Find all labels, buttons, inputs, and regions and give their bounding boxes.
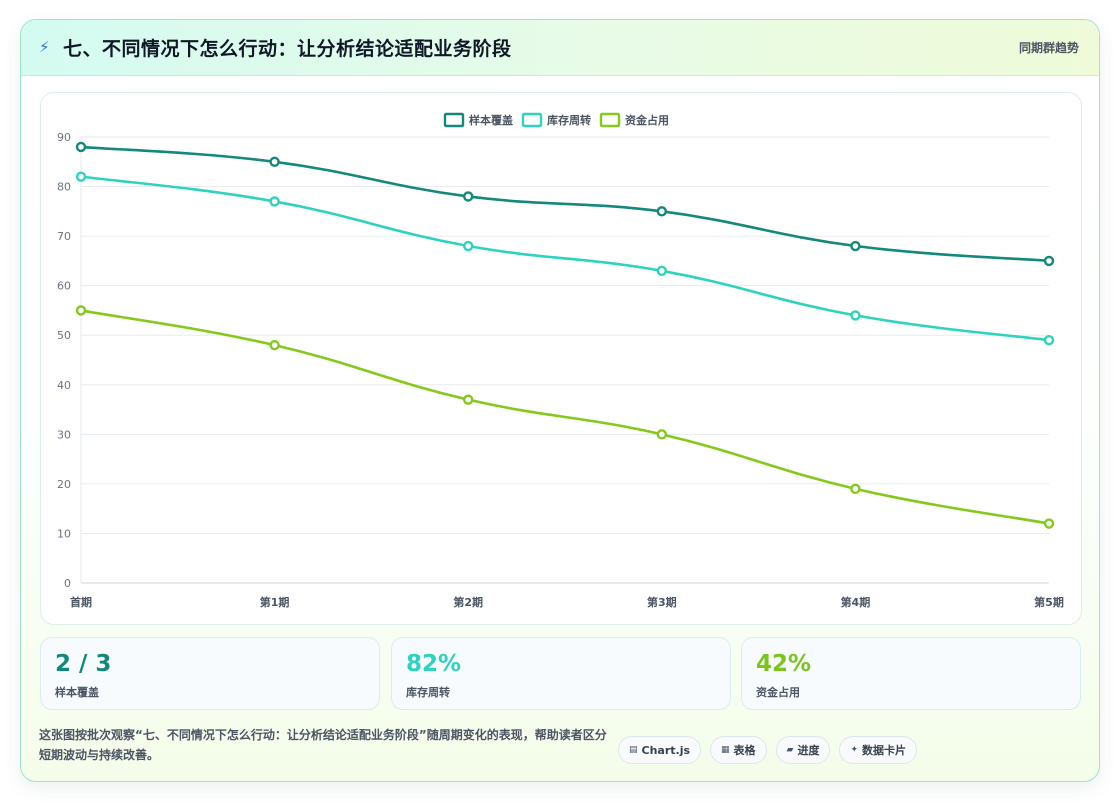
- data-point: [850, 310, 861, 321]
- data-point: [656, 265, 667, 277]
- y-tick-label: 70: [57, 230, 71, 243]
- data-point: [1043, 518, 1055, 529]
- data-point: [656, 206, 667, 217]
- y-tick-label: 0: [64, 577, 71, 590]
- data-point: [75, 171, 87, 182]
- stat-value: 42%: [756, 651, 812, 677]
- x-tick-label: 首期: [70, 595, 92, 609]
- legend-swatch-1: [521, 112, 543, 128]
- data-point: [269, 156, 280, 167]
- y-tick-label: 90: [57, 131, 71, 144]
- data-point: [75, 141, 87, 153]
- data-point: [1043, 334, 1055, 346]
- y-tick-label: 60: [57, 280, 71, 293]
- chip-label: 进度: [797, 744, 820, 757]
- x-tick-label: 第5期: [1034, 595, 1064, 609]
- stat-value: 82%: [406, 651, 462, 677]
- chip-label: Chart.js: [641, 743, 691, 757]
- stat-card-capital: 42% 资金占用: [741, 637, 1081, 710]
- chart-icon: ▤: [629, 745, 638, 755]
- data-point: [463, 240, 474, 252]
- y-tick-label: 40: [57, 379, 71, 392]
- data-point: [463, 191, 474, 202]
- data-point: [1043, 255, 1055, 267]
- cohort-trend-tag: 同期群趋势: [1018, 41, 1079, 55]
- y-tick-label: 50: [57, 329, 71, 342]
- stat-label: 样本覆盖: [55, 686, 99, 699]
- chip-progress[interactable]: ▰ 进度: [775, 736, 831, 764]
- legend-label: 样本覆盖: [469, 113, 513, 127]
- data-point: [463, 394, 474, 405]
- chart-card: ⚡ 七、不同情况下怎么行动：让分析结论适配业务阶段 同期群趋势 0 10 20 30 4…: [20, 19, 1100, 782]
- chip-label: 数据卡片: [862, 744, 907, 757]
- data-point: [269, 196, 280, 207]
- data-point: [75, 305, 87, 316]
- y-tick-label: 80: [57, 181, 71, 194]
- chart-panel: 0 10 20 30 40 50 60 70 80 90 首期 第1期 第2期 第3期 第4期 第5期 样本覆盖…: [40, 92, 1082, 625]
- y-tick-label: 20: [57, 478, 71, 491]
- stat-card-coverage: 2 / 3 样本覆盖: [40, 637, 380, 710]
- y-tick-label: 30: [57, 428, 71, 441]
- legend-swatch-2: [599, 112, 621, 128]
- line-chart: 0 10 20 30 40 50 60 70 80 90 首期 第1期 第2期 第3期 第4期 第5期 样本覆盖…: [57, 112, 1064, 609]
- x-tick-label: 第2期: [453, 595, 483, 609]
- data-point: [850, 240, 861, 252]
- page-title: 七、不同情况下怎么行动：让分析结论适配业务阶段: [63, 38, 512, 60]
- x-tick-label: 第3期: [647, 595, 677, 609]
- legend-label: 库存周转: [547, 113, 591, 127]
- series-line-1: [80, 175, 1050, 342]
- stat-label: 库存周转: [406, 686, 450, 699]
- tech-chips: ▤ Chart.js ▦ 表格 ▰ 进度 ✦ 数据卡片: [618, 736, 918, 764]
- chip-table[interactable]: ▦ 表格: [710, 736, 767, 764]
- card-icon: ✦: [850, 745, 859, 755]
- chip-label: 表格: [733, 744, 756, 757]
- table-icon: ▦: [721, 745, 730, 755]
- series-line-2: [80, 309, 1050, 525]
- chip-data-card[interactable]: ✦ 数据卡片: [839, 736, 918, 764]
- data-point: [850, 483, 861, 495]
- chip-chartjs[interactable]: ▤ Chart.js: [618, 736, 702, 764]
- stat-value: 2 / 3: [55, 651, 112, 677]
- data-point: [269, 339, 280, 351]
- card-header: ⚡ 七、不同情况下怎么行动：让分析结论适配业务阶段 同期群趋势: [21, 20, 1099, 76]
- progress-icon: ▰: [786, 745, 794, 755]
- legend-label: 资金占用: [625, 113, 669, 127]
- stat-card-turnover: 82% 库存周转: [391, 637, 731, 710]
- lightning-icon: ⚡: [39, 38, 50, 56]
- data-point: [656, 429, 667, 440]
- legend-swatch-0: [443, 112, 465, 128]
- x-tick-label: 第1期: [260, 595, 290, 609]
- chart-description: 这张图按批次观察“七、不同情况下怎么行动：让分析结论适配业务阶段”随周期变化的表…: [39, 728, 607, 762]
- series-line-0: [80, 145, 1050, 263]
- stat-label: 资金占用: [756, 686, 800, 699]
- y-tick-label: 10: [57, 527, 71, 540]
- x-tick-label: 第4期: [841, 595, 871, 609]
